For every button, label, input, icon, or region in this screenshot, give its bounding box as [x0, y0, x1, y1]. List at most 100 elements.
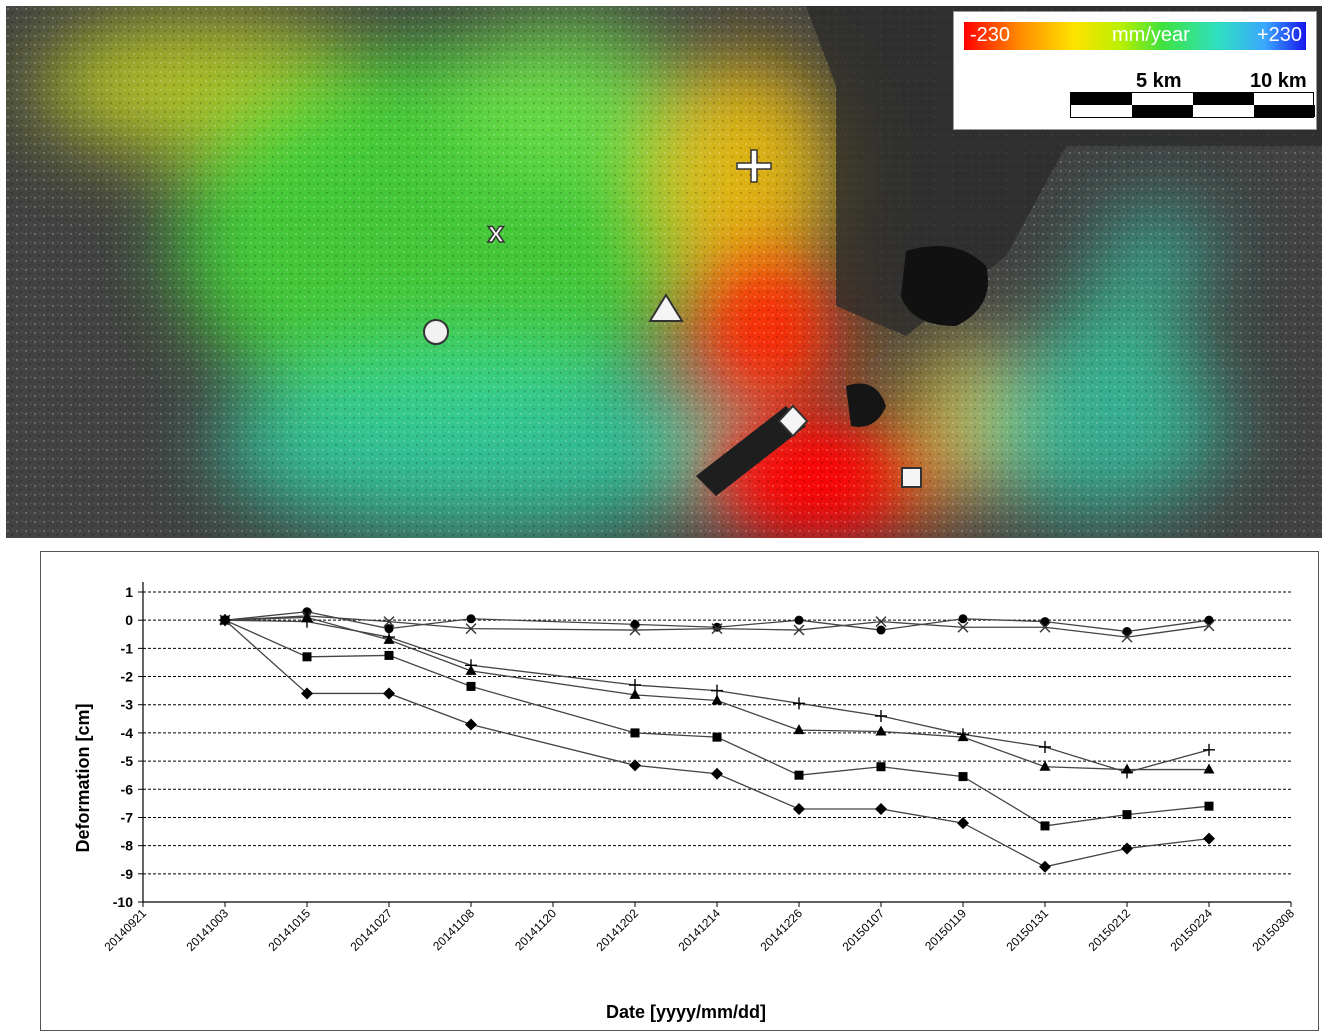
- data-point-diamond: [629, 759, 641, 772]
- data-point-circle: [712, 622, 722, 632]
- x-tick-label: 20141226: [757, 906, 805, 954]
- y-tick-label: -4: [121, 725, 134, 741]
- data-point-triangle: [1121, 763, 1133, 774]
- data-point-triangle: [793, 724, 805, 735]
- data-point-square: [466, 681, 476, 691]
- data-point-diamond: [1121, 842, 1133, 855]
- deformation-chart: 1 0 -1 -2 -3 -4 -5 -6 -7 -8 -9 -10 20140921 20141003 2…: [40, 551, 1319, 1031]
- colorbar-max-label: +230: [1256, 24, 1302, 46]
- y-tick-label: -9: [121, 866, 134, 882]
- y-tick-label: -3: [121, 697, 134, 713]
- data-point-plus: [1203, 743, 1215, 756]
- data-point-circle: [384, 624, 394, 634]
- x-tick-label: 20141027: [347, 906, 395, 954]
- scalebar-label-5km: 5 km: [1136, 70, 1182, 92]
- data-point-x: [629, 624, 641, 636]
- data-point-square: [794, 770, 804, 780]
- data-point-square: [630, 728, 640, 738]
- series-line-plus: [224, 619, 1210, 774]
- point-markers: x: [423, 149, 922, 488]
- y-tick-label: -8: [121, 838, 134, 854]
- x-tick-label: 20140921: [101, 906, 149, 954]
- data-point-circle: [1204, 615, 1214, 625]
- data-point-diamond: [383, 687, 395, 700]
- data-point-x: [1203, 620, 1215, 632]
- data-point-triangle: [301, 611, 313, 622]
- scalebar-label-10km: 10 km: [1250, 70, 1307, 92]
- data-point-diamond: [1203, 832, 1215, 845]
- data-point-square: [958, 772, 968, 782]
- data-point-square: [1204, 801, 1214, 811]
- data-point-x: [875, 616, 887, 628]
- data-point-x: [465, 623, 477, 635]
- data-point-circle: [794, 615, 804, 625]
- data-point-triangle: [465, 664, 477, 675]
- data-point-plus: [793, 697, 805, 710]
- data-point-x: [1121, 631, 1133, 643]
- data-point-square: [1122, 810, 1132, 820]
- x-tick-label: 20150224: [1167, 906, 1215, 954]
- data-point-square: [302, 652, 312, 662]
- circle-marker: [423, 319, 449, 345]
- series-line-diamond: [224, 619, 1210, 868]
- x-tick-label: 20141003: [183, 906, 231, 954]
- data-point-circle: [1122, 626, 1132, 636]
- data-point-x: [711, 623, 723, 635]
- y-tick-label: 0: [125, 612, 133, 628]
- data-point-triangle: [1203, 763, 1215, 774]
- x-tick-label: 20150119: [922, 906, 969, 953]
- data-point-diamond: [711, 767, 723, 780]
- colorbar-min-label: -230: [970, 24, 1011, 46]
- x-tick-label: 20141202: [593, 906, 641, 954]
- x-tick-label: 20141120: [512, 906, 559, 953]
- data-point-triangle: [629, 688, 641, 699]
- colorbar: -230 mm/year +230: [964, 22, 1306, 50]
- data-point-diamond: [301, 687, 313, 700]
- airport-runway: [696, 406, 806, 496]
- data-point-diamond: [793, 803, 805, 815]
- colorbar-unit-label: mm/year: [1112, 24, 1190, 46]
- data-point-triangle: [1039, 760, 1051, 771]
- data-point-plus: [1039, 741, 1051, 753]
- y-tick-label: -10: [113, 894, 133, 910]
- map-legend: -230 mm/year +230 5 km 10 km: [953, 11, 1317, 130]
- y-tick-label: 1: [125, 584, 133, 600]
- data-point-triangle: [957, 731, 969, 742]
- x-marker: x: [488, 216, 505, 249]
- x-tick-label: 20150212: [1085, 906, 1133, 954]
- data-point-diamond: [219, 614, 231, 627]
- x-tick-label: 20150131: [1003, 906, 1051, 954]
- water-body-small: [846, 383, 886, 427]
- y-tick-label: -7: [121, 809, 134, 825]
- y-tick-label: -1: [121, 640, 134, 656]
- data-point-circle: [958, 614, 968, 624]
- deformation-map: x -230 mm/year +230 5 km 10 km: [6, 6, 1322, 538]
- data-point-diamond: [1039, 860, 1051, 873]
- y-tick-label: -5: [121, 753, 134, 769]
- data-point-circle: [1040, 617, 1050, 627]
- data-point-x: [383, 616, 395, 628]
- data-point-square: [384, 650, 394, 660]
- triangle-marker: [648, 293, 684, 322]
- data-point-x: [793, 624, 805, 636]
- series-plus: [219, 614, 1215, 779]
- data-point-diamond: [957, 817, 969, 830]
- data-point-square: [712, 732, 722, 742]
- square-marker: [901, 467, 922, 488]
- series-triangle: [219, 611, 1215, 774]
- y-tick-label: -2: [121, 669, 134, 685]
- data-point-triangle: [875, 725, 887, 736]
- y-tick-label: -6: [121, 781, 134, 797]
- data-point-triangle: [383, 633, 395, 644]
- y-axis-title: Deformation [cm]: [73, 703, 93, 852]
- data-point-x: [957, 621, 969, 633]
- data-point-triangle: [711, 694, 723, 705]
- series-circle: [220, 607, 1214, 636]
- data-point-circle: [466, 614, 476, 624]
- data-point-x: [1039, 621, 1051, 633]
- data-point-diamond: [465, 718, 477, 731]
- x-tick-label: 20150107: [839, 906, 887, 954]
- series-line-circle: [224, 611, 1210, 633]
- water-body: [901, 246, 988, 326]
- series-line-x: [224, 615, 1210, 638]
